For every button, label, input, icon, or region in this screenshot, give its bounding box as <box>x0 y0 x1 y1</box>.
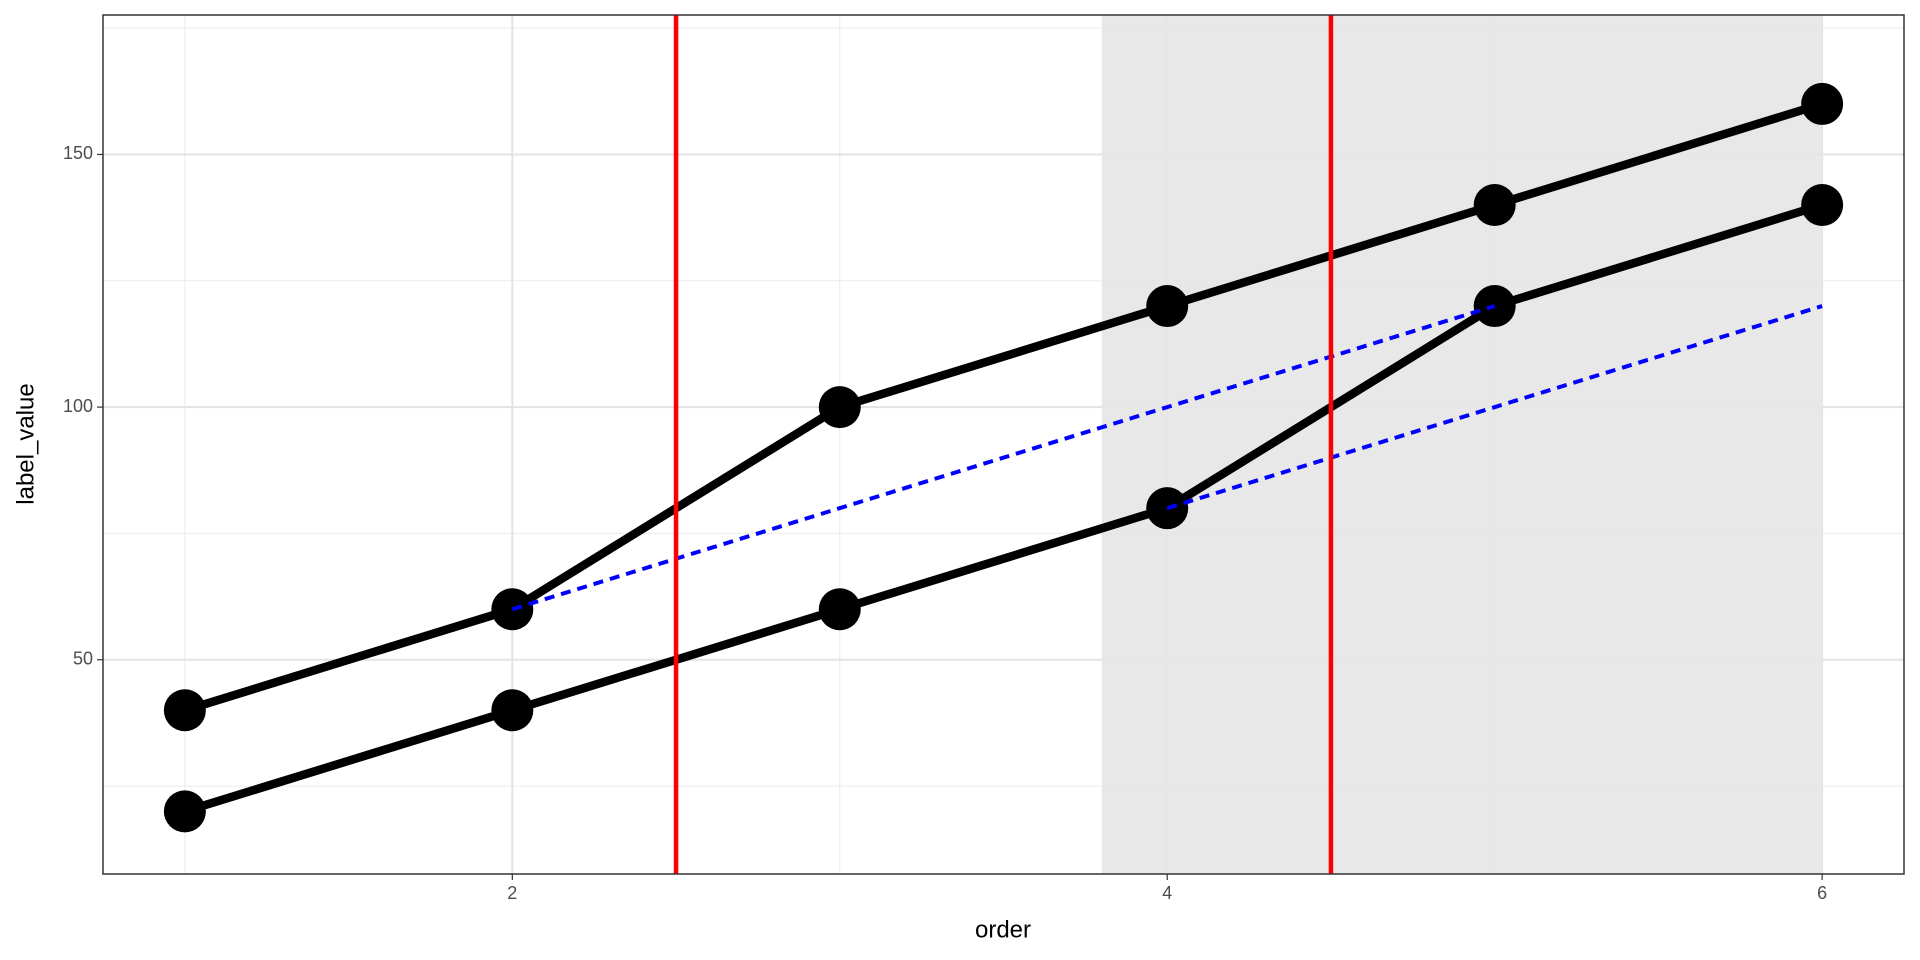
y-tick-label: 50 <box>73 649 93 669</box>
x-tick-label: 2 <box>507 883 517 903</box>
point <box>491 689 534 732</box>
y-tick-label: 100 <box>63 396 93 416</box>
series-line <box>183 200 1824 816</box>
y-tick-label: 150 <box>63 143 93 163</box>
x-tick-label: 6 <box>1817 883 1827 903</box>
point <box>163 689 206 732</box>
point <box>1801 82 1844 125</box>
point <box>163 790 206 833</box>
point <box>1146 285 1189 328</box>
x-tick-label: 4 <box>1162 883 1172 903</box>
dashed-segment <box>1166 304 1823 511</box>
y-axis-title: label_value <box>12 383 39 504</box>
point <box>818 588 861 631</box>
shaded-region <box>1101 15 1823 874</box>
x-axis-title: order <box>975 916 1031 943</box>
panel-border <box>102 14 1905 875</box>
point <box>818 386 861 429</box>
series-line <box>183 99 1824 715</box>
point <box>1801 183 1844 226</box>
point <box>1473 183 1516 226</box>
